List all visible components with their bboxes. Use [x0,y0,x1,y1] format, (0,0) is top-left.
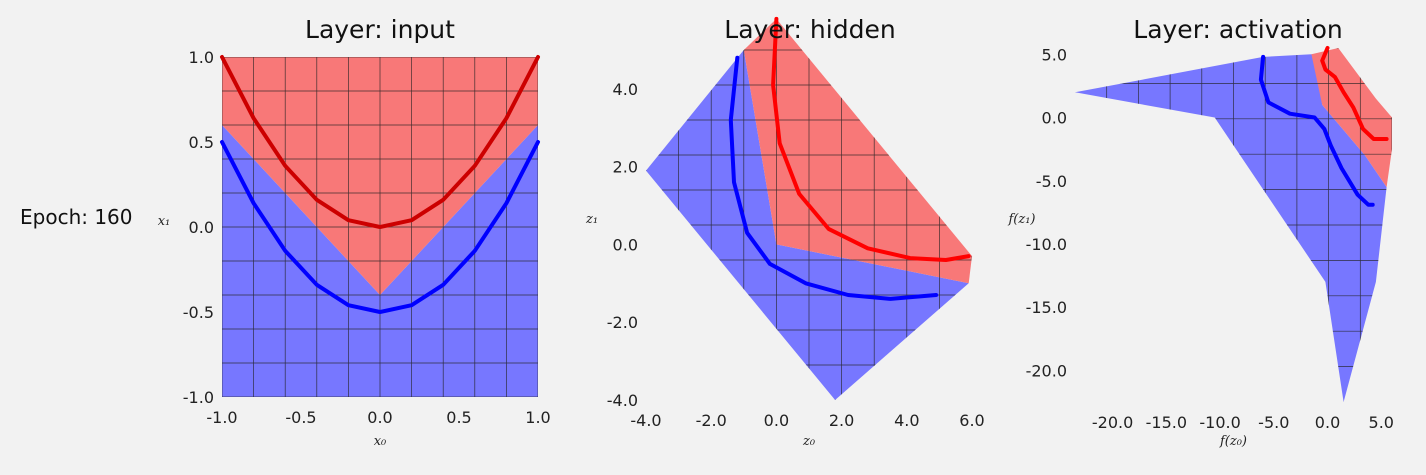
x-tick-label: -15.0 [1146,413,1187,432]
y-tick-label: -1.0 [183,388,214,407]
x-tick-label: 6.0 [959,411,984,430]
y-tick-label: 0.5 [189,133,214,152]
region-class-blue [1075,54,1387,403]
x-tick-label: 0.0 [764,411,789,430]
y-tick-label: -5.0 [1036,172,1067,191]
epoch-label: Epoch: 160 [20,205,133,229]
x-axis-label: x₀ [374,434,387,449]
x-tick-label: 0.5 [446,408,471,427]
x-tick-label: -20.0 [1092,413,1133,432]
y-axis-label: z₁ [585,212,598,227]
x-axis-label: f(z₀) [1219,434,1247,449]
series-line-0 [728,55,939,301]
x-tick-label: 1.0 [525,408,550,427]
y-tick-label: 4.0 [613,80,638,99]
chart-title: Layer: activation [1133,15,1342,44]
y-tick-label: 0.0 [189,218,214,237]
x-tick-label: 4.0 [894,411,919,430]
x-tick-label: 2.0 [829,411,854,430]
x-tick-label: -4.0 [630,411,661,430]
series-line-1 [220,55,540,229]
x-tick-label: 5.0 [1369,413,1394,432]
region-class-red [1311,48,1392,188]
y-tick-label: -10.0 [1026,235,1067,254]
grid-lines [646,49,972,400]
y-tick-label: 0.0 [1042,109,1067,128]
y-tick-label: -2.0 [607,313,638,332]
y-tick-label: 2.0 [613,158,638,177]
series-line-0 [1258,54,1375,207]
y-tick-label: -20.0 [1026,361,1067,380]
y-tick-label: 1.0 [189,48,214,67]
y-axis-label: f(z₁) [1007,212,1035,227]
series-line-1 [771,16,971,262]
x-tick-label: -10.0 [1199,413,1240,432]
x-axis-label: z₀ [802,434,816,449]
series-line-1 [1320,46,1389,141]
chart-title: Layer: hidden [724,15,895,44]
series-line-0 [220,140,540,314]
x-tick-label: -1.0 [206,408,237,427]
x-tick-label: -5.0 [1258,413,1289,432]
y-tick-label: 5.0 [1042,45,1067,64]
y-tick-label: -4.0 [607,391,638,410]
y-axis-label: x₁ [158,214,171,229]
panel-activation: Layer: activation -20.0 -15.0 -10.0 -5.0 0.0 5… [1007,15,1394,449]
y-tick-label: 0.0 [613,235,638,254]
y-tick-label: -15.0 [1026,298,1067,317]
panel-hidden: Layer: hidden -4.0 -2.0 0.0 2.0 4.0 6.0 -4.0 -2.… [585,15,985,449]
panel-input: Layer: input -1.0 -0.5 0.0 0.5 1.0 -1.0 -0.5 0.0… [158,15,551,449]
chart-title: Layer: input [305,15,455,44]
x-tick-label: -0.5 [285,408,316,427]
grid-lines [222,57,538,397]
region-class-blue [646,50,969,400]
x-tick-label: -2.0 [696,411,727,430]
y-tick-label: -0.5 [183,303,214,322]
x-tick-label: 0.0 [367,408,392,427]
x-tick-label: 0.0 [1315,413,1340,432]
